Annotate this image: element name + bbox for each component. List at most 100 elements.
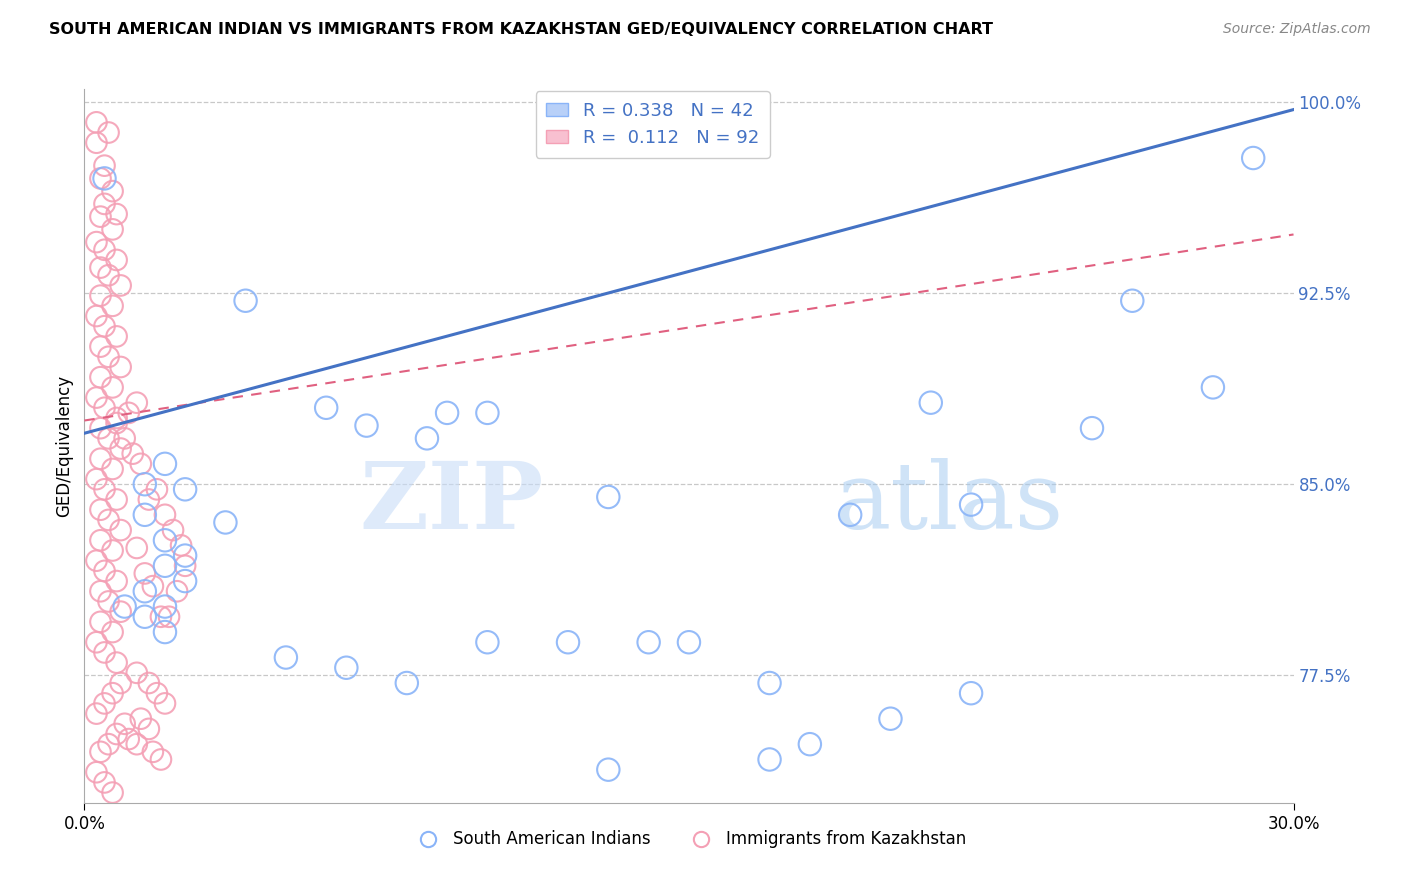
Point	[157, 609, 180, 624]
Point	[97, 126, 120, 140]
Point	[134, 584, 156, 599]
Point	[86, 115, 108, 129]
Point	[134, 566, 156, 581]
Point	[174, 574, 197, 588]
Point	[174, 549, 197, 563]
Text: Source: ZipAtlas.com: Source: ZipAtlas.com	[1223, 22, 1371, 37]
Point	[89, 370, 111, 384]
Point	[114, 599, 136, 614]
Point	[149, 752, 172, 766]
Point	[105, 252, 128, 267]
Point	[105, 727, 128, 741]
Point	[758, 676, 780, 690]
Point	[86, 235, 108, 249]
Point	[101, 543, 124, 558]
Point	[142, 579, 165, 593]
Point	[86, 765, 108, 780]
Point	[114, 431, 136, 445]
Text: ZIP: ZIP	[360, 458, 544, 548]
Point	[89, 340, 111, 354]
Point	[89, 421, 111, 435]
Point	[335, 661, 357, 675]
Point	[89, 260, 111, 275]
Point	[174, 483, 197, 497]
Point	[146, 483, 169, 497]
Point	[89, 171, 111, 186]
Point	[93, 319, 115, 334]
Point	[86, 136, 108, 150]
Point	[86, 635, 108, 649]
Point	[118, 732, 141, 747]
Point	[89, 210, 111, 224]
Point	[89, 745, 111, 759]
Point	[436, 406, 458, 420]
Point	[105, 416, 128, 430]
Point	[86, 391, 108, 405]
Point	[105, 411, 128, 425]
Point	[105, 492, 128, 507]
Point	[960, 686, 983, 700]
Point	[395, 676, 418, 690]
Point	[101, 222, 124, 236]
Point	[758, 752, 780, 766]
Point	[1202, 380, 1225, 394]
Legend: South American Indians, Immigrants from Kazakhstan: South American Indians, Immigrants from …	[405, 824, 973, 855]
Point	[125, 737, 148, 751]
Point	[839, 508, 862, 522]
Point	[97, 350, 120, 364]
Point	[170, 538, 193, 552]
Point	[93, 564, 115, 578]
Point	[129, 457, 152, 471]
Point	[93, 645, 115, 659]
Point	[1241, 151, 1264, 165]
Point	[1121, 293, 1143, 308]
Point	[97, 594, 120, 608]
Point	[153, 508, 176, 522]
Point	[678, 635, 700, 649]
Point	[166, 584, 188, 599]
Point	[86, 309, 108, 323]
Text: SOUTH AMERICAN INDIAN VS IMMIGRANTS FROM KAZAKHSTAN GED/EQUIVALENCY CORRELATION : SOUTH AMERICAN INDIAN VS IMMIGRANTS FROM…	[49, 22, 993, 37]
Point	[138, 676, 160, 690]
Point	[799, 737, 821, 751]
Point	[1081, 421, 1104, 435]
Point	[114, 716, 136, 731]
Point	[97, 268, 120, 283]
Point	[97, 737, 120, 751]
Point	[110, 278, 132, 293]
Point	[174, 558, 197, 573]
Point	[557, 635, 579, 649]
Point	[93, 775, 115, 789]
Point	[138, 722, 160, 736]
Point	[118, 406, 141, 420]
Point	[86, 472, 108, 486]
Point	[86, 706, 108, 721]
Point	[89, 451, 111, 466]
Point	[89, 502, 111, 516]
Point	[153, 697, 176, 711]
Point	[105, 656, 128, 670]
Point	[125, 395, 148, 409]
Point	[89, 584, 111, 599]
Point	[110, 676, 132, 690]
Text: atlas: atlas	[834, 458, 1063, 548]
Point	[134, 508, 156, 522]
Point	[121, 447, 143, 461]
Point	[93, 483, 115, 497]
Point	[101, 184, 124, 198]
Point	[110, 523, 132, 537]
Point	[101, 625, 124, 640]
Point	[598, 763, 620, 777]
Point	[129, 712, 152, 726]
Point	[105, 574, 128, 588]
Point	[416, 431, 439, 445]
Point	[637, 635, 659, 649]
Point	[477, 406, 499, 420]
Point	[101, 686, 124, 700]
Point	[125, 665, 148, 680]
Point	[142, 745, 165, 759]
Point	[97, 513, 120, 527]
Point	[134, 477, 156, 491]
Point	[97, 431, 120, 445]
Point	[274, 650, 297, 665]
